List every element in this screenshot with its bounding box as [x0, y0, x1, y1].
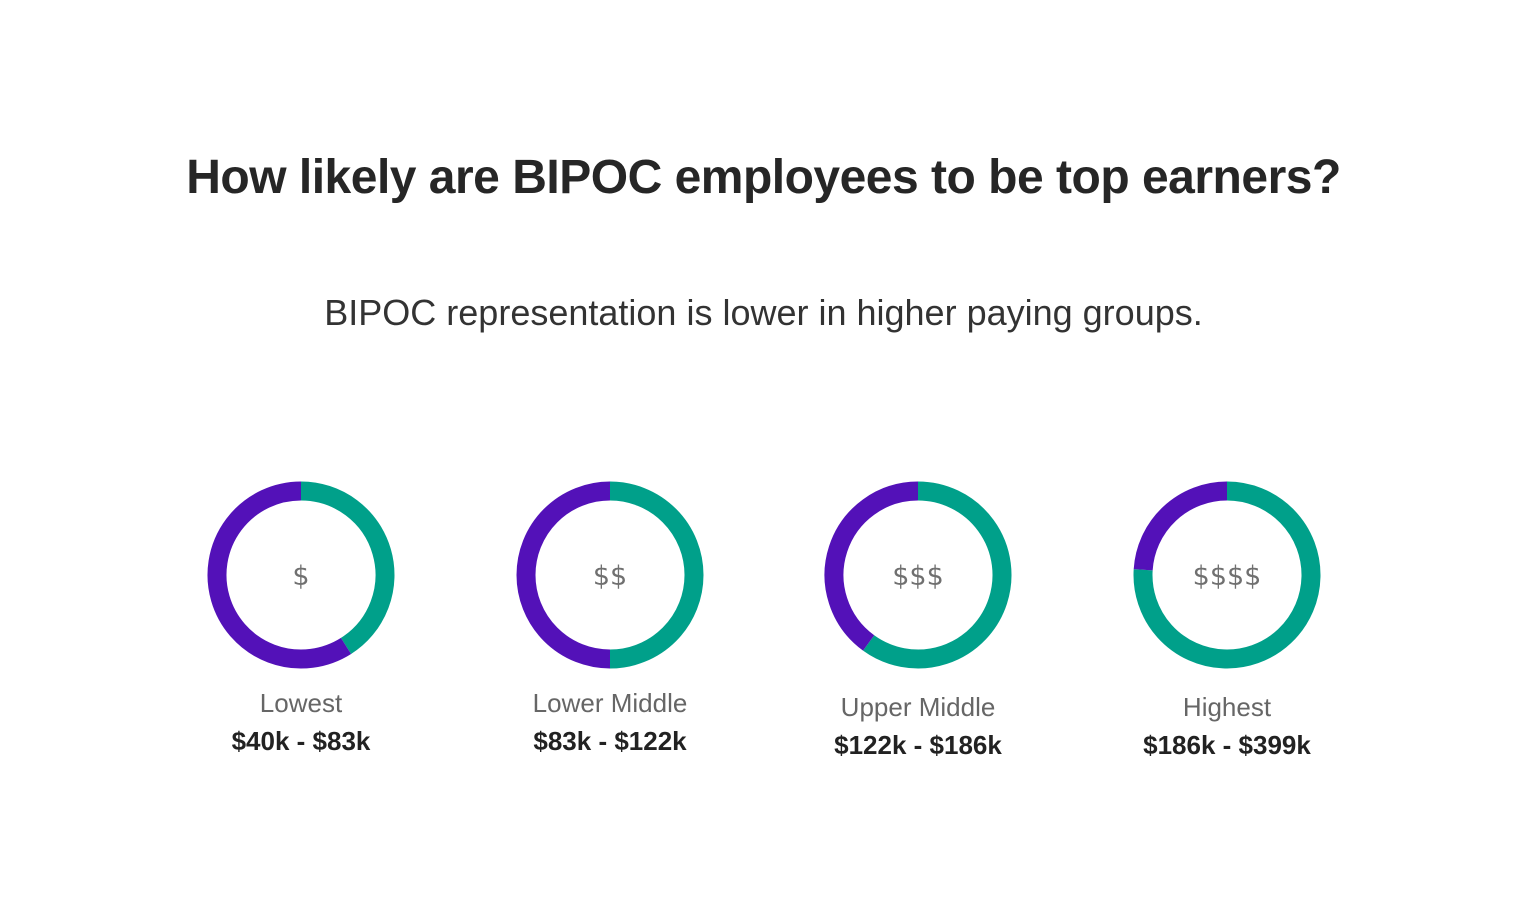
donut-center-symbol: $$ [593, 561, 627, 592]
donut-slice-bipoc [824, 481, 919, 651]
donut-1: $ Lowest $40k - $83k [207, 481, 395, 756]
donut-slice-other [1133, 481, 1321, 669]
donut-center-symbol: $ [292, 561, 309, 592]
donut-label: Upper Middle [841, 692, 996, 722]
donut-range: $122k - $186k [834, 730, 1002, 760]
donut-label: Lower Middle [533, 688, 688, 718]
donut-slice-other [609, 481, 704, 669]
donut-slice-other [300, 481, 395, 654]
donut-label: Highest [1183, 692, 1272, 722]
donut-range: $40k - $83k [232, 726, 371, 756]
donut-slice-other [863, 481, 1012, 669]
donut-2: $$ Lower Middle $83k - $122k [516, 481, 704, 756]
donut-range: $186k - $399k [1143, 730, 1311, 760]
donut-range: $83k - $122k [533, 726, 687, 756]
donut-slice-bipoc [1133, 481, 1228, 571]
donut-label: Lowest [260, 688, 343, 718]
donut-3: $$$ Upper Middle $122k - $186k [824, 481, 1012, 760]
donut-slice-bipoc [207, 481, 352, 669]
donut-center-symbol: $$$ [892, 561, 944, 592]
donut-4: $$$$ Highest $186k - $399k [1133, 481, 1321, 760]
chart-subtitle: BIPOC representation is lower in higher … [324, 292, 1203, 333]
donut-center-symbol: $$$$ [1193, 561, 1262, 592]
chart-title: How likely are BIPOC employees to be top… [186, 151, 1341, 204]
donut-slice-bipoc [516, 481, 611, 669]
